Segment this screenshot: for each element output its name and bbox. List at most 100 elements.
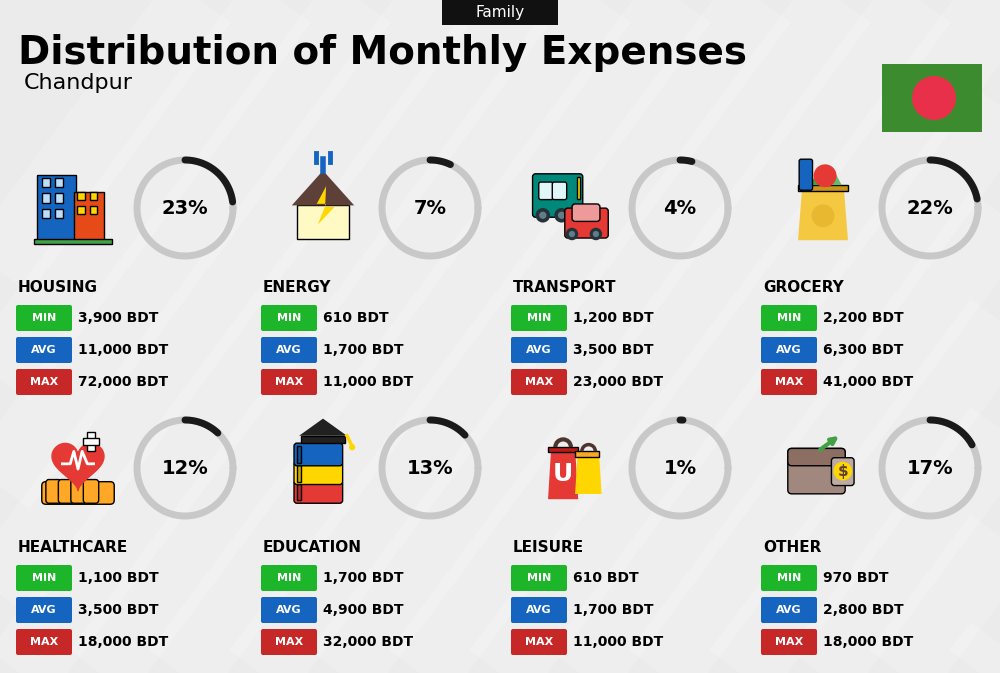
Text: MIN: MIN [777, 573, 801, 583]
FancyBboxPatch shape [294, 481, 343, 503]
Text: AVG: AVG [526, 605, 552, 615]
Text: 3,900 BDT: 3,900 BDT [78, 311, 158, 325]
FancyBboxPatch shape [16, 597, 72, 623]
FancyBboxPatch shape [261, 337, 317, 363]
FancyBboxPatch shape [90, 206, 97, 213]
Text: MIN: MIN [32, 313, 56, 323]
Text: 11,000 BDT: 11,000 BDT [78, 343, 168, 357]
FancyBboxPatch shape [16, 369, 72, 395]
FancyBboxPatch shape [16, 565, 72, 591]
FancyBboxPatch shape [301, 435, 345, 443]
Text: OTHER: OTHER [763, 540, 821, 555]
FancyBboxPatch shape [798, 185, 848, 191]
FancyBboxPatch shape [83, 480, 99, 503]
Text: 32,000 BDT: 32,000 BDT [323, 635, 413, 649]
Polygon shape [299, 419, 347, 435]
Circle shape [569, 231, 575, 237]
Text: 2,200 BDT: 2,200 BDT [823, 311, 904, 325]
FancyBboxPatch shape [565, 208, 608, 238]
FancyBboxPatch shape [55, 193, 63, 203]
Circle shape [812, 205, 834, 227]
Circle shape [539, 211, 546, 219]
FancyBboxPatch shape [294, 462, 343, 485]
FancyBboxPatch shape [261, 597, 317, 623]
FancyBboxPatch shape [511, 597, 567, 623]
FancyBboxPatch shape [42, 178, 50, 187]
Text: GROCERY: GROCERY [763, 281, 844, 295]
Text: 18,000 BDT: 18,000 BDT [78, 635, 168, 649]
FancyBboxPatch shape [297, 484, 301, 500]
Text: TRANSPORT: TRANSPORT [513, 281, 616, 295]
Circle shape [814, 164, 837, 187]
Circle shape [590, 227, 602, 240]
FancyBboxPatch shape [297, 465, 301, 481]
Text: 11,000 BDT: 11,000 BDT [323, 375, 413, 389]
FancyBboxPatch shape [58, 480, 74, 503]
Text: MAX: MAX [525, 637, 553, 647]
Text: $: $ [837, 464, 848, 479]
Text: 4,900 BDT: 4,900 BDT [323, 603, 404, 617]
Circle shape [349, 444, 355, 450]
Text: MAX: MAX [775, 637, 803, 647]
Circle shape [912, 76, 956, 120]
Circle shape [554, 208, 569, 223]
FancyBboxPatch shape [572, 204, 600, 221]
Text: 3,500 BDT: 3,500 BDT [78, 603, 158, 617]
Text: AVG: AVG [31, 605, 57, 615]
FancyBboxPatch shape [16, 305, 72, 331]
FancyBboxPatch shape [37, 175, 76, 242]
Text: 1,700 BDT: 1,700 BDT [323, 571, 404, 585]
Text: 4%: 4% [663, 199, 697, 217]
Text: 11,000 BDT: 11,000 BDT [573, 635, 663, 649]
FancyBboxPatch shape [761, 369, 817, 395]
Circle shape [593, 231, 599, 237]
Polygon shape [292, 170, 354, 205]
FancyBboxPatch shape [261, 305, 317, 331]
Polygon shape [317, 186, 334, 225]
FancyBboxPatch shape [46, 480, 61, 503]
Text: AVG: AVG [776, 605, 802, 615]
Text: AVG: AVG [276, 605, 302, 615]
Polygon shape [819, 168, 842, 185]
FancyBboxPatch shape [552, 182, 567, 200]
FancyBboxPatch shape [761, 305, 817, 331]
Text: MAX: MAX [30, 637, 58, 647]
Circle shape [536, 208, 550, 223]
Text: 3,500 BDT: 3,500 BDT [573, 343, 654, 357]
FancyBboxPatch shape [16, 629, 72, 655]
FancyBboxPatch shape [83, 438, 99, 445]
FancyBboxPatch shape [788, 448, 845, 494]
Text: HOUSING: HOUSING [18, 281, 98, 295]
Text: 18,000 BDT: 18,000 BDT [823, 635, 913, 649]
FancyBboxPatch shape [761, 597, 817, 623]
FancyBboxPatch shape [533, 174, 583, 217]
Text: MIN: MIN [277, 313, 301, 323]
FancyBboxPatch shape [882, 64, 982, 132]
Text: 22%: 22% [907, 199, 953, 217]
FancyBboxPatch shape [87, 431, 95, 452]
Text: 1,100 BDT: 1,100 BDT [78, 571, 159, 585]
FancyBboxPatch shape [511, 565, 567, 591]
Text: Chandpur: Chandpur [24, 73, 133, 93]
Text: 13%: 13% [407, 458, 453, 478]
Text: 12%: 12% [162, 458, 208, 478]
Text: 1,200 BDT: 1,200 BDT [573, 311, 654, 325]
FancyBboxPatch shape [42, 482, 114, 504]
FancyBboxPatch shape [16, 337, 72, 363]
FancyBboxPatch shape [297, 446, 301, 463]
Text: MIN: MIN [777, 313, 801, 323]
FancyBboxPatch shape [77, 206, 85, 213]
Text: 41,000 BDT: 41,000 BDT [823, 375, 913, 389]
Text: MIN: MIN [527, 573, 551, 583]
Text: MIN: MIN [277, 573, 301, 583]
FancyBboxPatch shape [297, 205, 349, 239]
Text: 610 BDT: 610 BDT [573, 571, 639, 585]
FancyBboxPatch shape [511, 629, 567, 655]
FancyBboxPatch shape [761, 629, 817, 655]
FancyBboxPatch shape [261, 369, 317, 395]
FancyBboxPatch shape [55, 209, 63, 218]
Polygon shape [548, 448, 578, 499]
Text: EDUCATION: EDUCATION [263, 540, 362, 555]
Text: HEALTHCARE: HEALTHCARE [18, 540, 128, 555]
Text: 2,800 BDT: 2,800 BDT [823, 603, 904, 617]
